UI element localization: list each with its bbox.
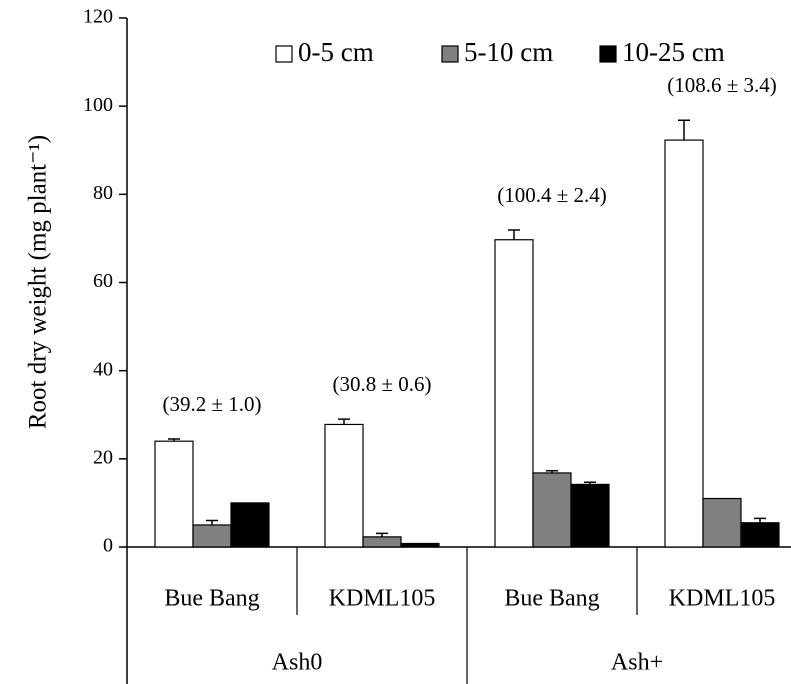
legend-swatch	[275, 45, 293, 63]
bar	[154, 440, 194, 548]
error-bar	[754, 517, 766, 523]
bar	[664, 139, 704, 548]
y-tick-label: 20	[93, 446, 113, 468]
error-bar	[168, 438, 180, 442]
bar	[230, 502, 270, 548]
annotation: (39.2 ± 1.0)	[162, 392, 261, 416]
bar	[192, 524, 232, 548]
bar	[400, 542, 440, 548]
error-bar	[508, 229, 520, 240]
y-tick-label: 60	[93, 270, 113, 292]
legend-swatch	[599, 45, 617, 63]
bar	[494, 239, 534, 548]
annotation: (30.8 ± 0.6)	[332, 372, 431, 396]
bar	[702, 497, 742, 548]
legend-label: 5-10 cm	[464, 37, 553, 67]
annotation: (100.4 ± 2.4)	[497, 183, 607, 207]
legend-label: 10-25 cm	[622, 37, 725, 67]
y-tick-label: 120	[83, 6, 113, 28]
y-tick-label: 80	[93, 182, 113, 204]
y-tick-label: 0	[103, 535, 113, 557]
y-axis-label: Root dry weight (mg plant⁻¹)	[25, 135, 52, 429]
annotation: (108.6 ± 3.4)	[667, 73, 777, 97]
x-tick-label: Bue Bang	[504, 586, 599, 612]
legend-label: 0-5 cm	[298, 37, 374, 67]
error-bar	[584, 481, 596, 485]
bar	[324, 423, 364, 548]
error-bar	[338, 418, 350, 425]
group-label: Ash+	[611, 650, 663, 676]
bar	[570, 483, 610, 548]
error-bar	[376, 532, 388, 537]
error-bar	[206, 519, 218, 525]
error-bar	[678, 119, 690, 141]
y-tick-label: 40	[93, 358, 113, 380]
bar	[740, 522, 780, 548]
x-tick-label: KDML105	[669, 586, 776, 612]
y-tick-label: 100	[83, 94, 113, 116]
x-tick-label: KDML105	[329, 586, 436, 612]
x-tick-label: Bue Bang	[164, 586, 259, 612]
legend-swatch	[441, 45, 459, 63]
bar	[532, 472, 572, 548]
bar	[362, 536, 402, 548]
error-bar	[546, 469, 558, 473]
group-label: Ash0	[272, 650, 323, 676]
